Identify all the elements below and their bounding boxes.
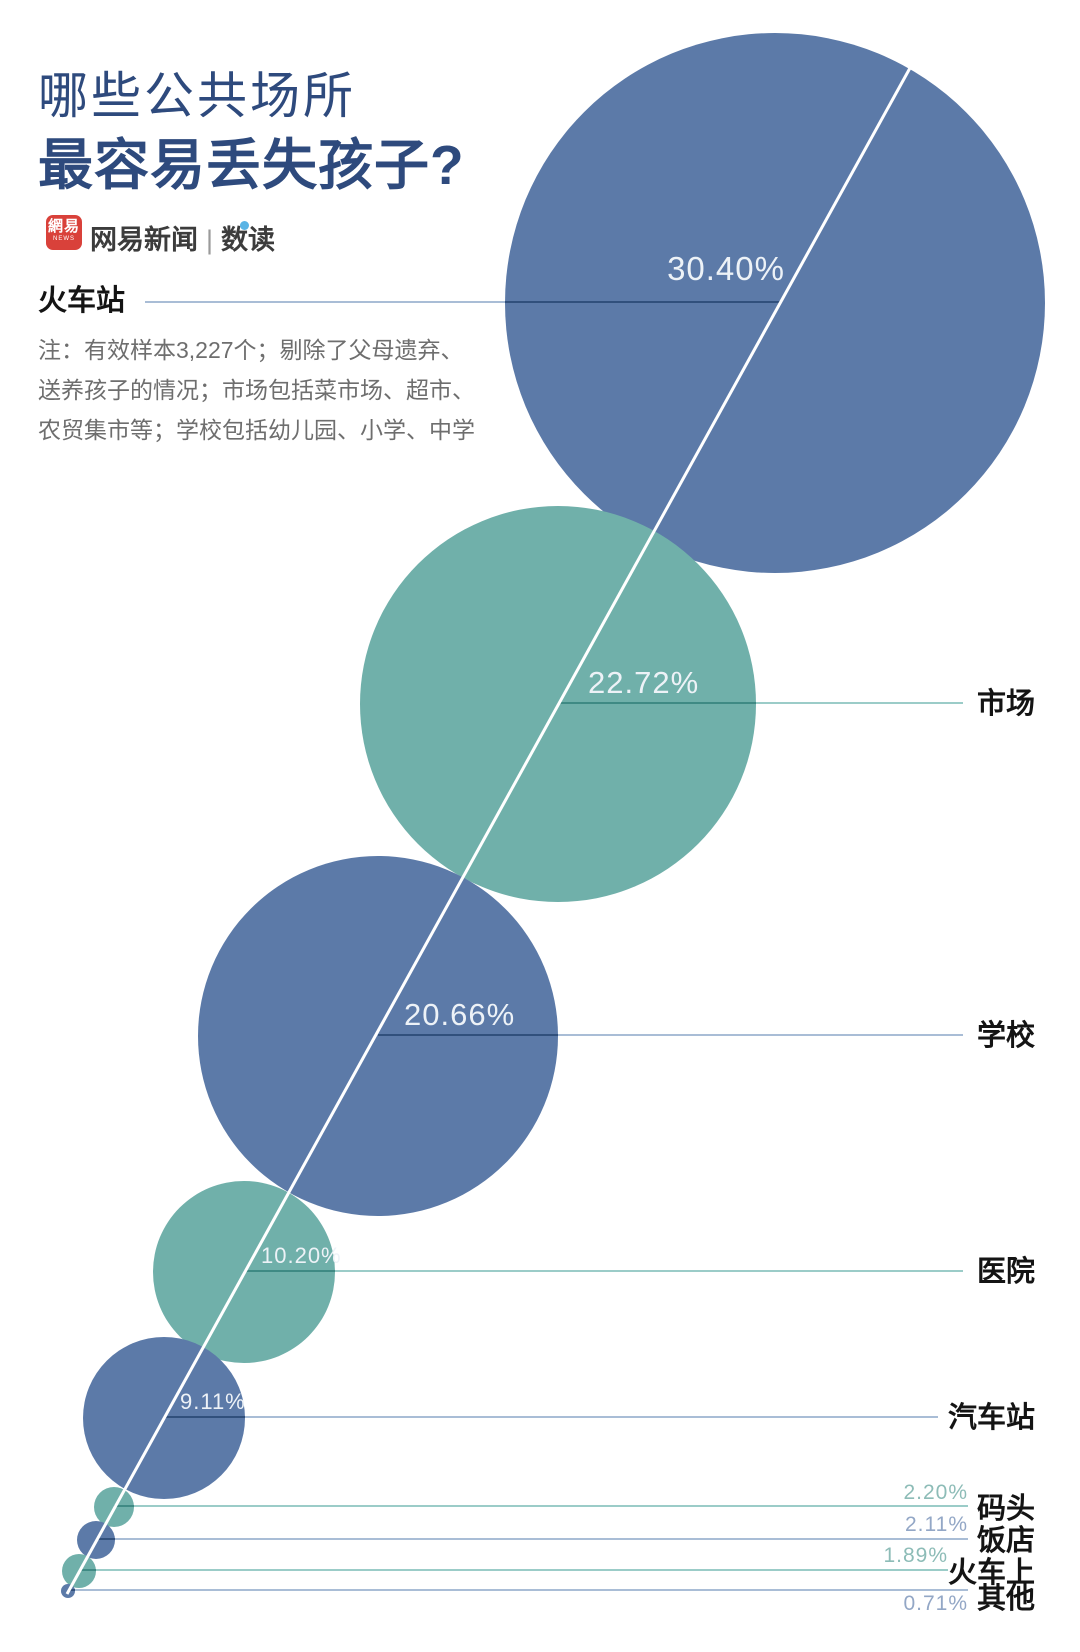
- label-on-train: 火车上: [947, 1557, 1035, 1589]
- label-other: 其他: [976, 1583, 1035, 1615]
- leader-line-hospital: [244, 1270, 963, 1272]
- leader-line-other: [68, 1589, 968, 1591]
- brand-row: 网易新闻 | 数读: [90, 218, 275, 257]
- brand-sub: 数读: [221, 221, 275, 255]
- leader-line-restaurant: [96, 1538, 968, 1540]
- bubble-other: [61, 1584, 75, 1598]
- bubble-on-train: [62, 1554, 96, 1588]
- brand-divider: |: [206, 225, 214, 255]
- page-title-line1: 哪些公共场所: [38, 68, 356, 124]
- label-bus-station: 汽车站: [947, 1402, 1035, 1434]
- footnote-line1: 注：有效样本3,227个；剔除了父母遗弃、: [38, 337, 464, 363]
- brand-name: 网易新闻: [90, 225, 198, 255]
- netease-logo-text: 網易: [47, 218, 80, 235]
- leader-line-on-train: [79, 1569, 948, 1571]
- leader-line-bus-station: [164, 1416, 938, 1418]
- value-restaurant: 2.11%: [905, 1513, 968, 1536]
- value-train-station: 30.40%: [667, 250, 785, 287]
- label-market: 市场: [976, 688, 1035, 720]
- blue-dot-icon: [240, 221, 250, 230]
- netease-logo: 網易 NEWS: [46, 215, 82, 250]
- bubble-restaurant: [77, 1521, 115, 1559]
- bubble-train-station: [505, 33, 1045, 573]
- label-hospital: 医院: [976, 1256, 1035, 1288]
- footnote-line2: 送养孩子的情况；市场包括菜市场、超市、: [38, 377, 475, 403]
- page-title-line2: 最容易丢失孩子?: [38, 134, 465, 196]
- bubble-market: [360, 506, 756, 902]
- leader-line-school: [378, 1034, 963, 1036]
- value-market: 22.72%: [588, 665, 700, 700]
- value-bus-station: 9.11%: [180, 1389, 246, 1414]
- value-school: 20.66%: [404, 997, 516, 1032]
- label-restaurant: 饭店: [976, 1525, 1035, 1557]
- netease-logo-subtext: NEWS: [53, 236, 75, 242]
- value-dock: 2.20%: [903, 1481, 968, 1504]
- footnote-line3: 农贸集市等；学校包括幼儿园、小学、中学: [38, 417, 475, 443]
- bubble-hospital: [153, 1181, 335, 1363]
- label-train-station: 火车站: [38, 285, 126, 317]
- leader-line-market: [558, 702, 963, 704]
- label-school: 学校: [976, 1020, 1035, 1052]
- value-other: 0.71%: [903, 1592, 968, 1615]
- leader-line-train-station: [145, 301, 781, 303]
- value-hospital: 10.20%: [261, 1243, 342, 1268]
- footnote: 注：有效样本3,227个；剔除了父母遗弃、 送养孩子的情况；市场包括菜市场、超市…: [38, 330, 475, 450]
- bubble-bus-station: [83, 1337, 245, 1499]
- bubble-school: [198, 856, 558, 1216]
- leader-line-dock: [114, 1505, 968, 1507]
- label-dock: 码头: [976, 1493, 1035, 1525]
- value-on-train: 1.89%: [883, 1544, 948, 1567]
